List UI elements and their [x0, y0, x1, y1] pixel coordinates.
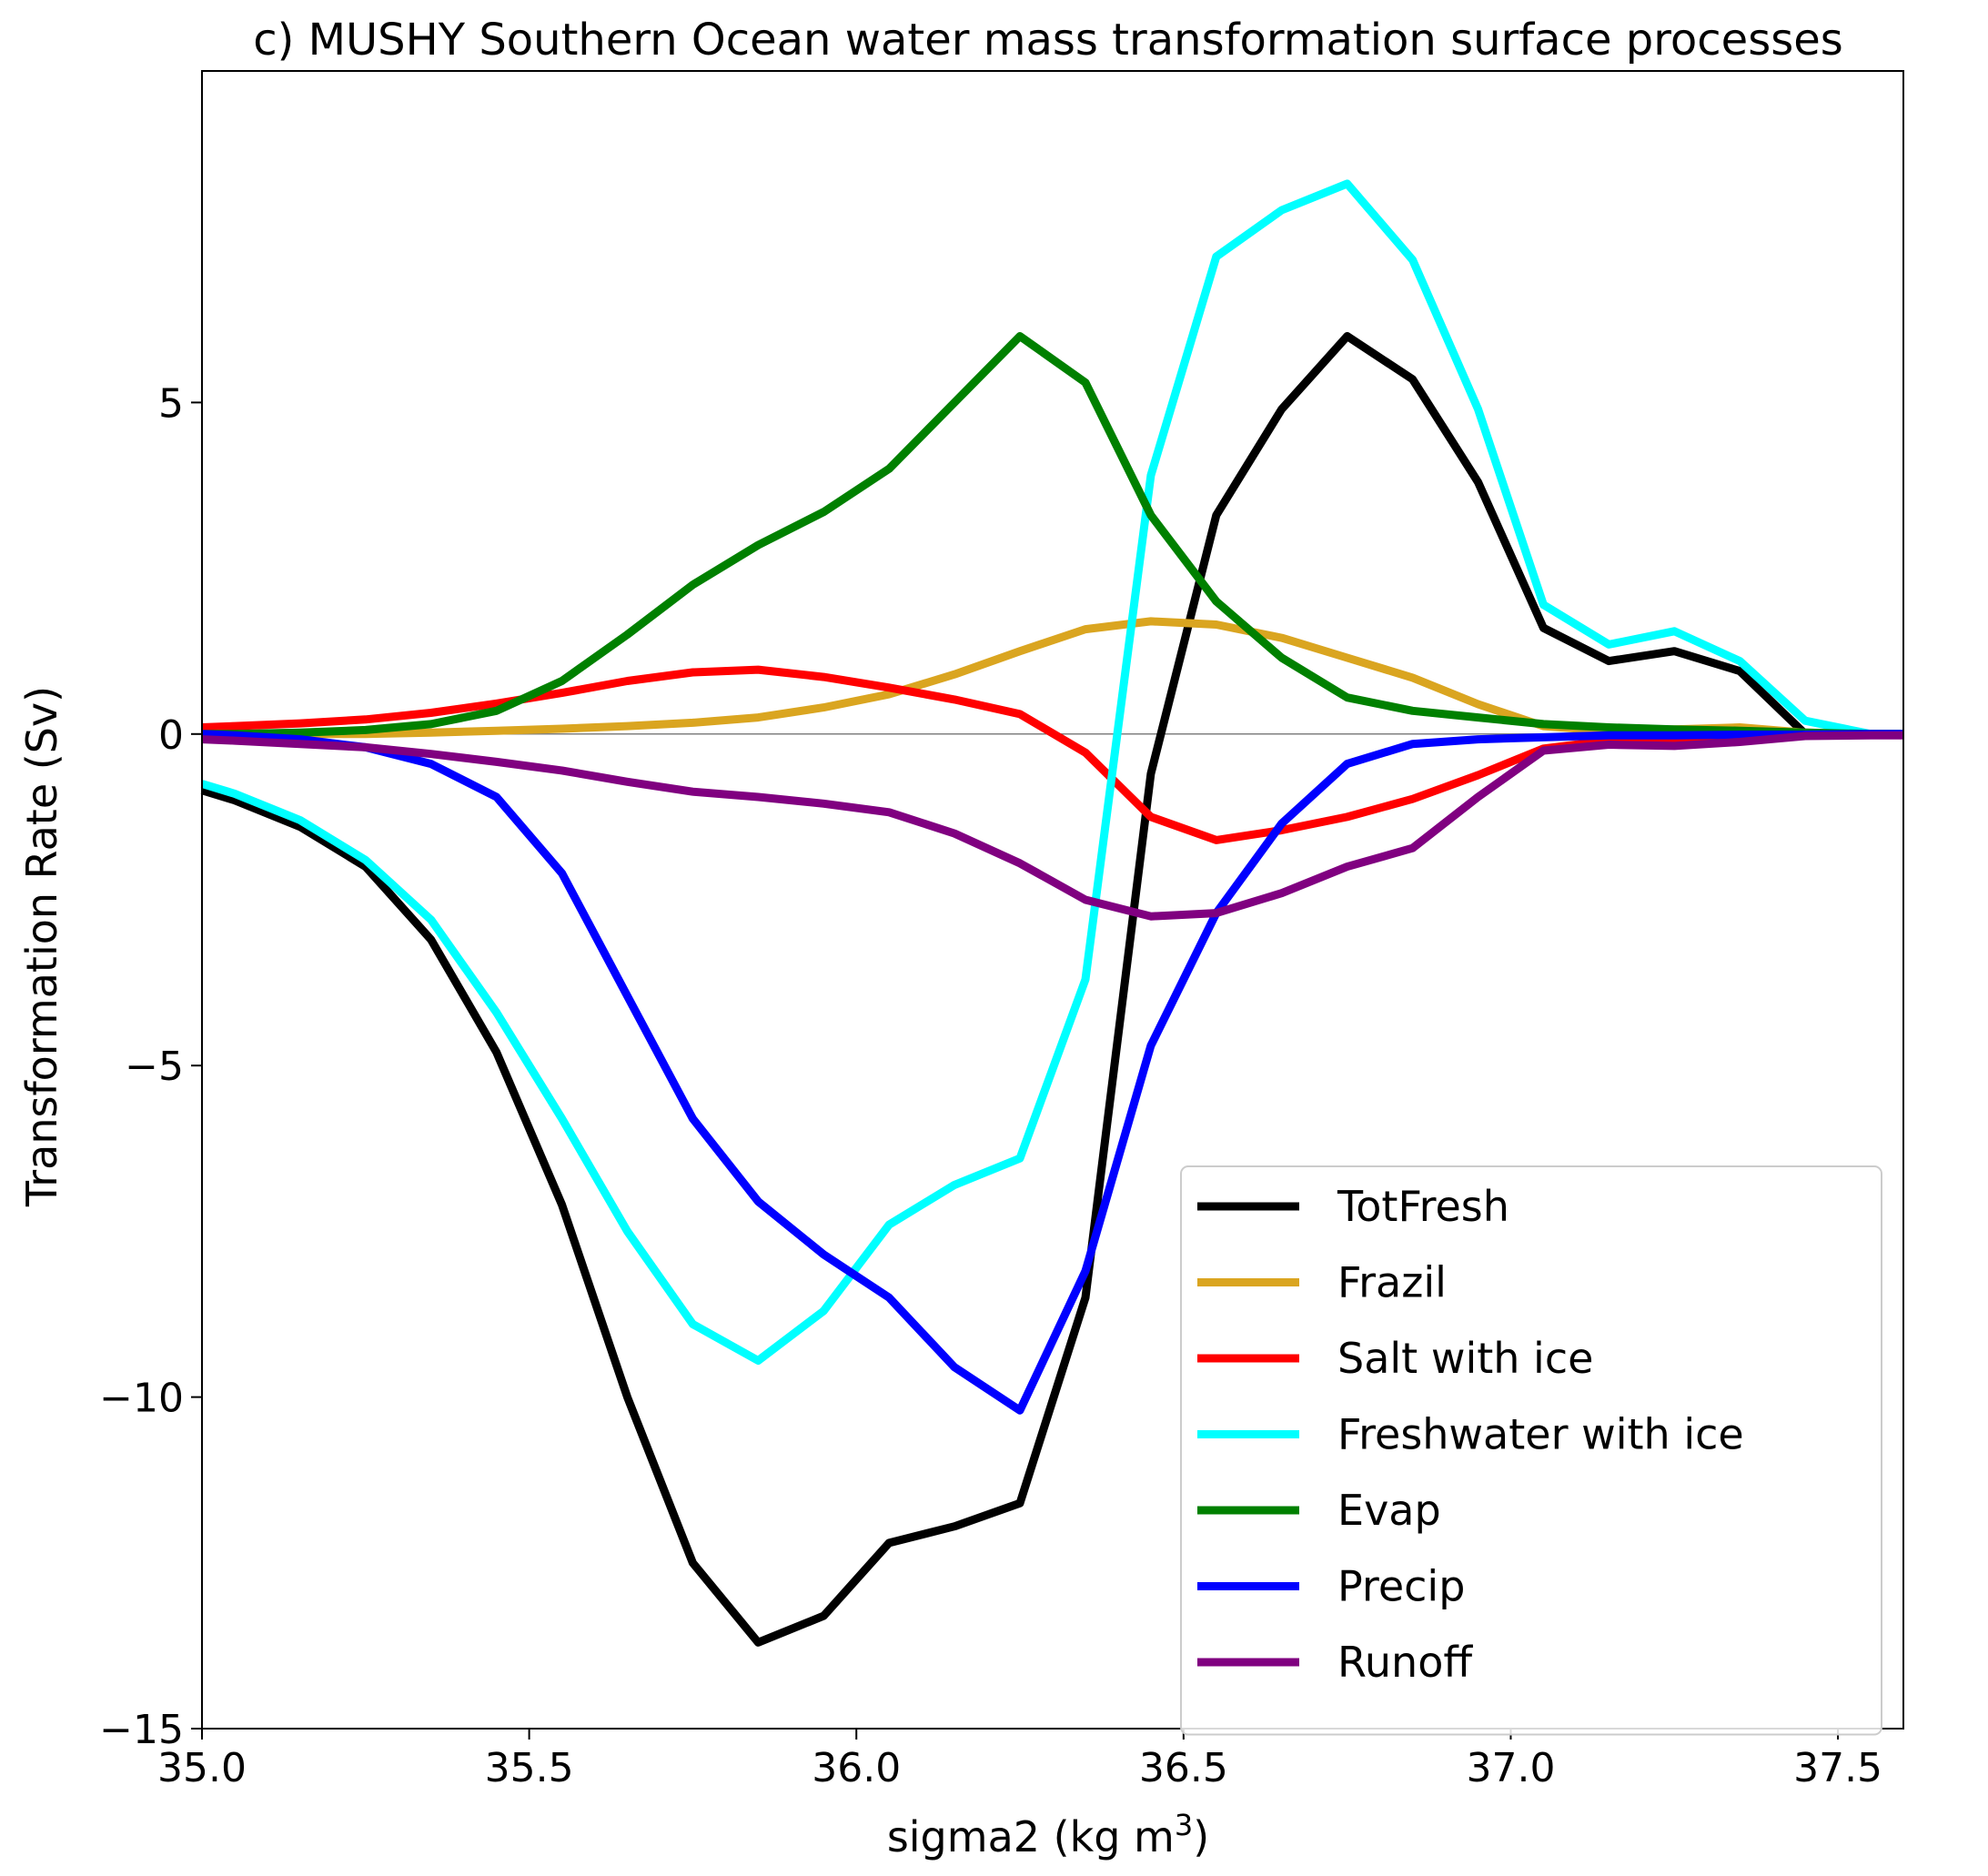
- y-tick-label: −15: [99, 1707, 184, 1753]
- legend-label-totfresh: TotFresh: [1337, 1182, 1509, 1231]
- x-tick-label: 35.0: [157, 1745, 247, 1791]
- y-tick-label: 0: [158, 712, 184, 759]
- x-tick-label: 37.5: [1793, 1745, 1882, 1791]
- x-axis-label: sigma2 (kg m3): [887, 1808, 1209, 1861]
- series-line-runoff: [201, 731, 1903, 921]
- legend-label-freshwater-with-ice: Freshwater with ice: [1337, 1410, 1744, 1459]
- series-line-evap: [202, 332, 1903, 739]
- y-tick-label: −10: [99, 1376, 184, 1422]
- legend-label-precip: Precip: [1337, 1562, 1465, 1611]
- plot-area: 35.0 35.5 36.0 36.5 37.0 37.5 −15 −10 −5 0 5: [99, 70, 1904, 1791]
- series-line-precip: [201, 730, 1903, 1415]
- series-line-freshwater-with-ice: [200, 179, 1903, 1365]
- legend-label-evap: Evap: [1337, 1486, 1441, 1535]
- x-axis-label-text: sigma2 (kg m: [887, 1812, 1175, 1861]
- legend-box: [1180, 1165, 1882, 1736]
- y-tick-label: 5: [158, 380, 184, 427]
- series-line-salt-with-ice: [201, 665, 1903, 844]
- chart-title: c) MUSHY Southern Ocean water mass trans…: [253, 15, 1843, 66]
- x-tick-label: 36.5: [1139, 1745, 1228, 1791]
- plot-frame: [201, 70, 1904, 1730]
- legend: TotFresh Frazil Salt with ice Freshwater wi…: [1180, 1165, 1882, 1736]
- y-axis-label: Transformation Rate (Sv): [17, 686, 66, 1207]
- x-axis-label-superscript: 3: [1175, 1808, 1193, 1842]
- x-tick-label: 37.0: [1466, 1745, 1555, 1791]
- series-line-totfresh: [200, 332, 1903, 1647]
- legend-label-frazil: Frazil: [1337, 1258, 1447, 1307]
- legend-label-runoff: Runoff: [1337, 1638, 1473, 1687]
- x-axis-label-close: ): [1193, 1812, 1209, 1861]
- legend-label-salt-with-ice: Salt with ice: [1337, 1334, 1593, 1383]
- y-tick-label: −5: [125, 1044, 184, 1090]
- x-tick-label: 35.5: [485, 1745, 574, 1791]
- x-tick-label: 36.0: [812, 1745, 901, 1791]
